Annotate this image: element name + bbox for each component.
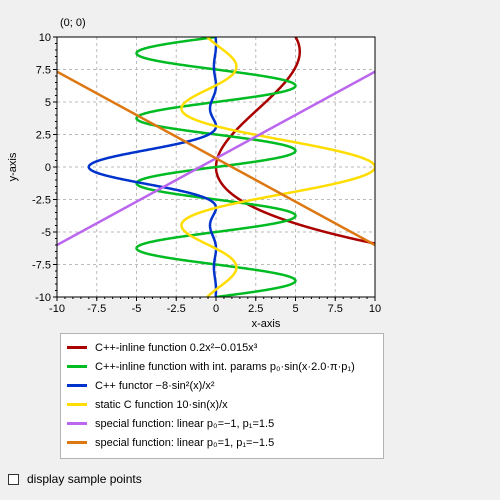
legend-swatch: [67, 384, 87, 387]
y-tick-label: 7.5: [36, 65, 51, 77]
legend-entry-2: C++-inline function with int. params p₀·…: [67, 357, 383, 376]
ticks: -10 -7.5 -5 -2.5 0 2.5 5 7.5 10 -10 -7.5 -5 -2.5 0 2.5…: [32, 32, 381, 315]
y-tick-label: 5: [45, 97, 51, 109]
x-tick-label: 7.5: [328, 303, 343, 315]
coordinate-readout: (0; 0): [60, 17, 86, 29]
legend-label: special function: linear p₀=1, p₁=−1.5: [95, 436, 275, 449]
y-tick-label: 0: [45, 162, 51, 174]
legend-label: static C function 10·sin(x)/x: [95, 398, 228, 411]
y-axis-label: y-axis: [7, 152, 19, 181]
legend-swatch: [67, 403, 87, 406]
y-tick-label: 10: [39, 32, 51, 44]
legend-entry-5: special function: linear p₀=−1, p₁=1.5: [67, 414, 383, 433]
legend-label: special function: linear p₀=−1, p₁=1.5: [95, 417, 275, 430]
x-axis-label: x-axis: [252, 318, 281, 330]
legend-label: C++-inline function 0.2x²−0.015x³: [95, 341, 258, 354]
legend-swatch: [67, 422, 87, 425]
legend-entry-6: special function: linear p₀=1, p₁=−1.5: [67, 433, 383, 452]
legend-label: C++-inline function with int. params p₀·…: [95, 360, 355, 373]
legend-entry-4: static C function 10·sin(x)/x: [67, 395, 383, 414]
legend: C++-inline function 0.2x²−0.015x³ C++-inl…: [60, 333, 384, 459]
y-tick-label: -10: [35, 292, 51, 304]
legend-label: C++ functor −8·sin²(x)/x²: [95, 379, 215, 392]
x-tick-label: 5: [292, 303, 298, 315]
series-layer: [57, 37, 375, 297]
display-sample-points-checkbox[interactable]: display sample points: [8, 472, 142, 486]
y-tick-label: -5: [41, 227, 51, 239]
x-tick-label: -7.5: [87, 303, 106, 315]
x-tick-label: -10: [49, 303, 65, 315]
x-tick-label: 2.5: [248, 303, 263, 315]
y-tick-label: -7.5: [32, 260, 51, 272]
series-line-4: [180, 37, 375, 297]
x-tick-label: 0: [213, 303, 219, 315]
x-tick-label: -2.5: [167, 303, 186, 315]
checkbox-box[interactable]: [8, 473, 19, 485]
legend-swatch: [67, 346, 87, 349]
y-tick-label: 2.5: [36, 130, 51, 142]
x-tick-label: 10: [369, 303, 381, 315]
legend-entry-1: C++-inline function 0.2x²−0.015x³: [67, 338, 383, 357]
series-line-2: [135, 37, 297, 297]
checkbox-label: display sample points: [27, 472, 142, 486]
series-line-6: [57, 70, 375, 247]
y-tick-label: -2.5: [32, 195, 51, 207]
legend-swatch: [67, 441, 87, 444]
legend-entry-3: C++ functor −8·sin²(x)/x²: [67, 376, 383, 395]
x-tick-label: -5: [132, 303, 142, 315]
legend-swatch: [67, 365, 87, 368]
series-line-3: [87, 37, 218, 297]
